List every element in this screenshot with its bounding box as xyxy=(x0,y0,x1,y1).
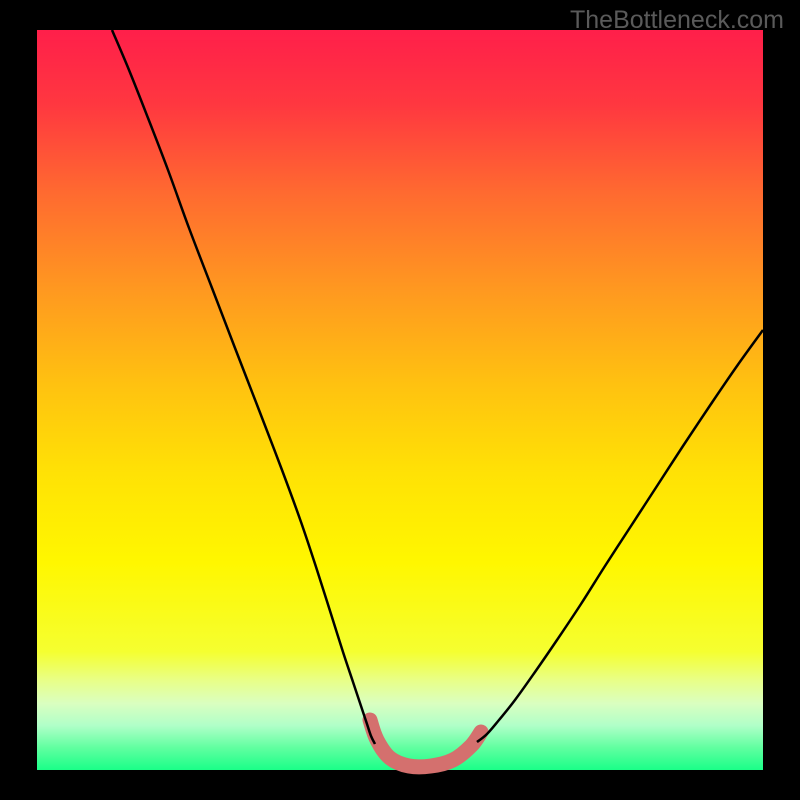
attribution-text: TheBottleneck.com xyxy=(570,6,784,35)
curve-overlay xyxy=(0,0,800,800)
valley-accent-curve xyxy=(370,720,481,767)
chart-container: TheBottleneck.com xyxy=(0,0,800,800)
left-curve xyxy=(112,30,375,744)
right-curve xyxy=(477,330,763,742)
